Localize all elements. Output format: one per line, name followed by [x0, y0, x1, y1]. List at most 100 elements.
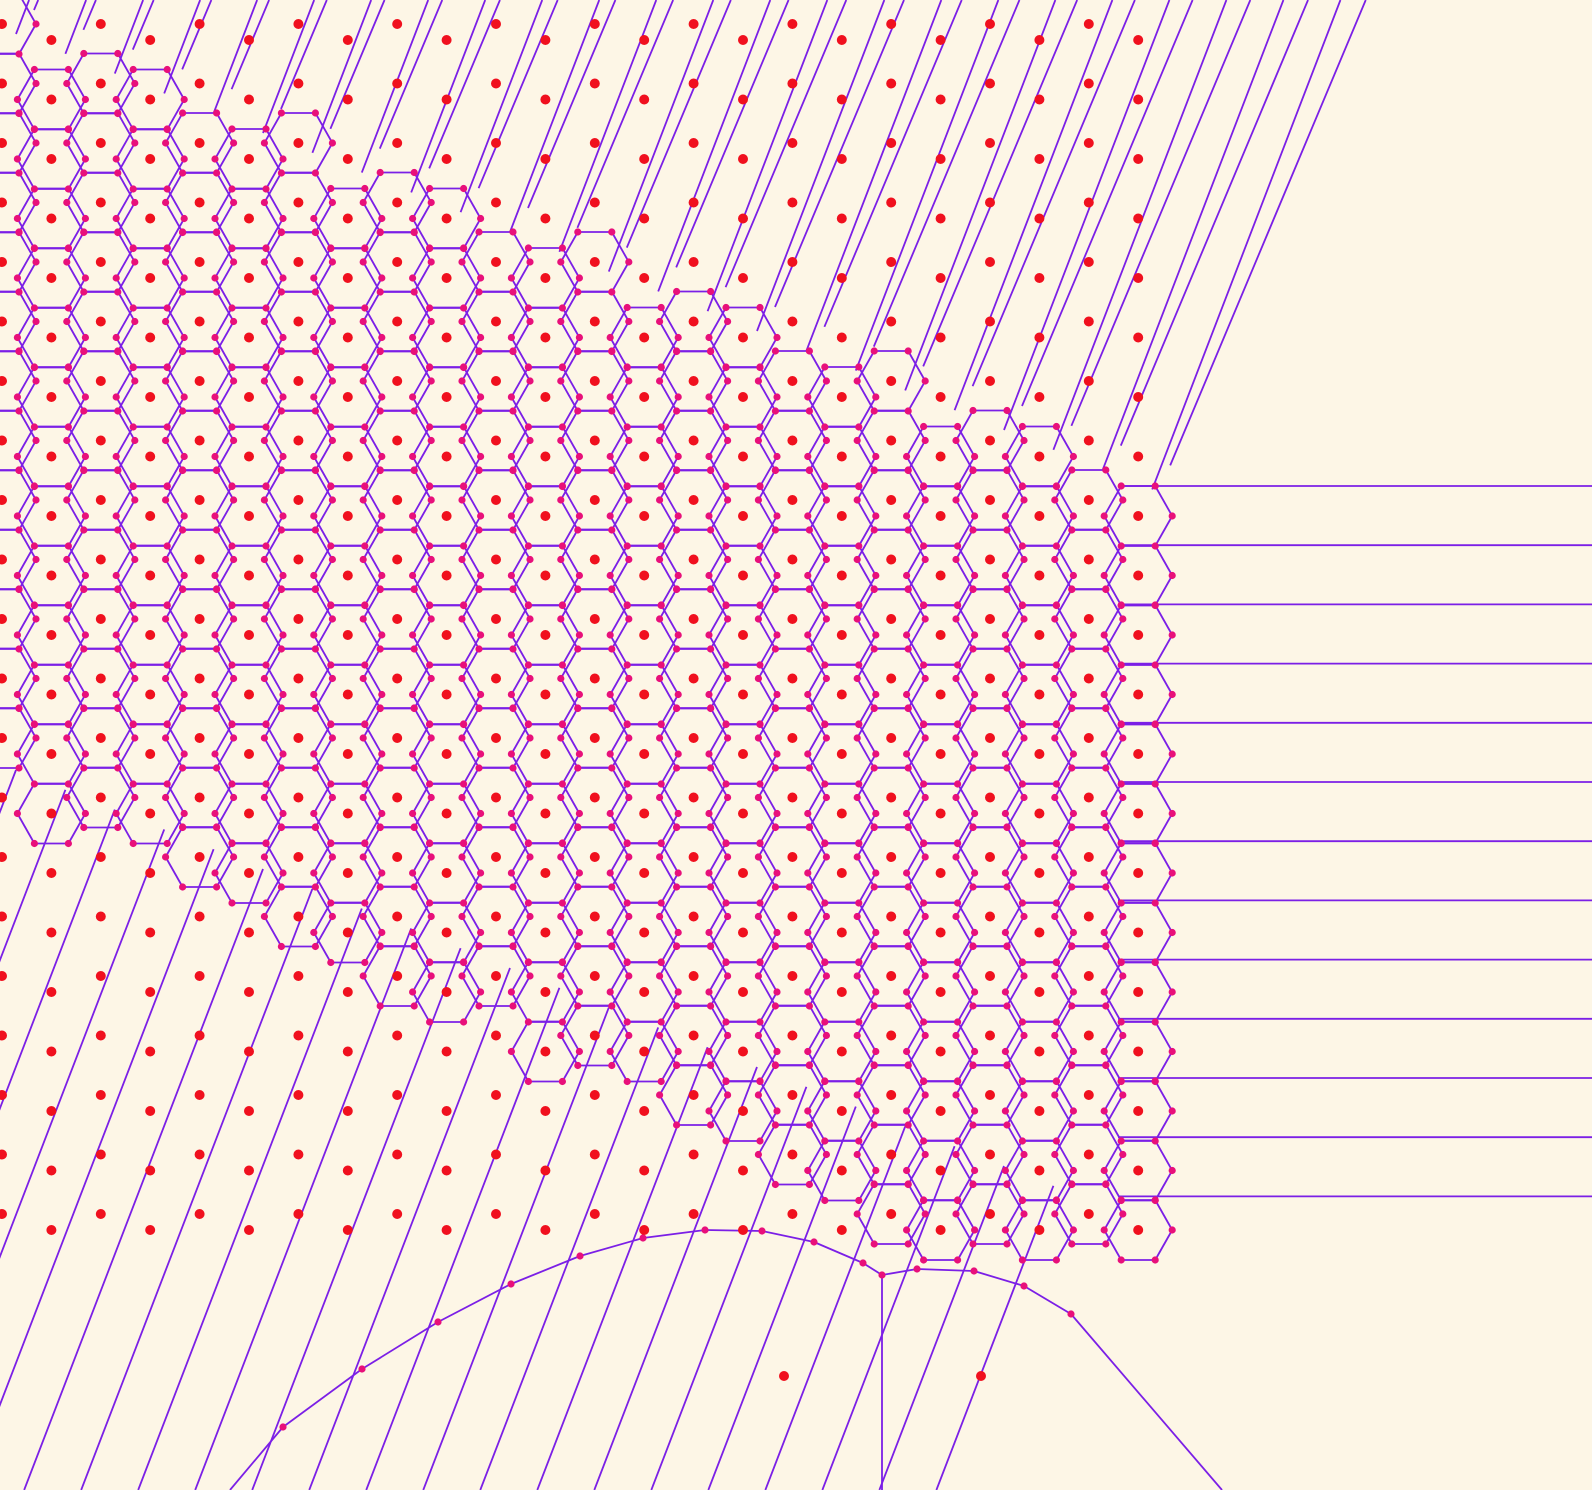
voronoi-vertex [262, 839, 270, 847]
voronoi-vertex [756, 661, 764, 669]
voronoi-edge [16, 753, 36, 785]
voronoi-site [392, 78, 403, 89]
voronoi-site [985, 197, 995, 208]
voronoi-edge [759, 575, 778, 606]
voronoi-site [244, 749, 254, 759]
voronoi-edge [1004, 1140, 1024, 1171]
voronoi-edge [808, 886, 828, 917]
voronoi-vertex [821, 542, 829, 550]
voronoi-vertex [954, 1077, 962, 1085]
voronoi-edge [856, 1183, 875, 1215]
voronoi-edge [215, 707, 235, 739]
voronoi-edge [313, 575, 332, 606]
voronoi-vertex [821, 780, 829, 788]
voronoi-vertex [1069, 1107, 1077, 1115]
voronoi-vertex [211, 155, 219, 163]
voronoi-vertex [1018, 1077, 1026, 1085]
voronoi-site [639, 1165, 650, 1176]
voronoi-edge-outer [361, 1321, 439, 1370]
voronoi-vertex [477, 214, 485, 223]
voronoi-vertex [163, 185, 171, 193]
voronoi-site [342, 94, 353, 105]
voronoi-site [491, 1090, 501, 1100]
voronoi-vertex [1001, 571, 1010, 580]
voronoi-site [392, 376, 403, 386]
voronoi-site [985, 19, 995, 29]
voronoi-edge [362, 559, 381, 590]
voronoi-site [95, 376, 106, 386]
voronoi-vertex [1119, 734, 1127, 742]
voronoi-site [1133, 451, 1144, 462]
voronoi-vertex [361, 304, 369, 312]
voronoi-edge [1103, 872, 1122, 904]
voronoi-vertex [872, 988, 880, 996]
voronoi-edge [708, 664, 727, 695]
voronoi-edge [1004, 1021, 1024, 1052]
voronoi-vertex [724, 674, 732, 683]
voronoi-vertex [872, 750, 880, 758]
voronoi-vertex [163, 423, 171, 431]
voronoi-vertex [674, 512, 682, 520]
voronoi-edge [807, 753, 826, 785]
voronoi-edge [117, 112, 136, 144]
voronoi-site [392, 197, 403, 208]
voronoi-edge [955, 648, 974, 679]
voronoi-edge [314, 588, 334, 620]
voronoi-edge [263, 350, 283, 382]
voronoi-edge [955, 588, 974, 620]
voronoi-vertex [903, 452, 911, 461]
voronoi-site [491, 971, 501, 981]
voronoi-vertex [327, 363, 335, 371]
voronoi-edge [905, 575, 925, 606]
voronoi-vertex [509, 288, 517, 296]
voronoi-site [95, 614, 106, 624]
voronoi-vertex [1051, 615, 1059, 623]
voronoi-edge [314, 767, 334, 798]
voronoi-vertex [1003, 585, 1011, 593]
voronoi-vertex [870, 526, 878, 534]
voronoi-vertex [409, 452, 417, 461]
voronoi-edge [1055, 813, 1075, 844]
voronoi-edge [858, 753, 877, 785]
voronoi-edge [807, 1080, 826, 1112]
voronoi-edge-outer [1023, 1285, 1072, 1315]
voronoi-vertex [279, 452, 287, 461]
voronoi-site [244, 213, 254, 224]
voronoi-vertex [1003, 645, 1011, 653]
voronoi-vertex [359, 317, 367, 326]
voronoi-vertex [557, 615, 565, 623]
voronoi-site [1034, 868, 1045, 878]
voronoi-vertex [625, 496, 633, 504]
voronoi-edge [461, 291, 480, 322]
voronoi-edge [314, 410, 334, 441]
voronoi-ray-upper [311, 0, 373, 154]
voronoi-site [935, 1165, 946, 1176]
voronoi-edge [362, 916, 381, 947]
voronoi-edge [1103, 1110, 1122, 1142]
voronoi-edge [413, 648, 432, 679]
voronoi-site [886, 792, 897, 803]
voronoi-edge [461, 707, 480, 739]
voronoi-edge [560, 678, 579, 709]
voronoi-vertex [427, 734, 435, 742]
voronoi-site [491, 614, 501, 624]
voronoi-vertex [509, 526, 517, 534]
voronoi-site [935, 35, 946, 45]
voronoi-edge [265, 813, 284, 844]
voronoi-edge [265, 396, 284, 428]
voronoi-edge [856, 588, 875, 620]
voronoi-site [540, 987, 551, 997]
voronoi-vertex [608, 883, 616, 891]
voronoi-vertex [228, 244, 236, 252]
voronoi-site [95, 19, 106, 29]
voronoi-site [293, 911, 304, 922]
voronoi-edge [461, 678, 480, 709]
voronoi-edge [955, 826, 974, 858]
voronoi-edge [808, 529, 828, 560]
voronoi-site [194, 911, 205, 922]
voronoi-edge [609, 1021, 628, 1052]
voronoi-site [392, 971, 403, 981]
voronoi-edge [214, 694, 233, 725]
voronoi-site [293, 316, 304, 327]
voronoi-edge [1154, 813, 1173, 844]
